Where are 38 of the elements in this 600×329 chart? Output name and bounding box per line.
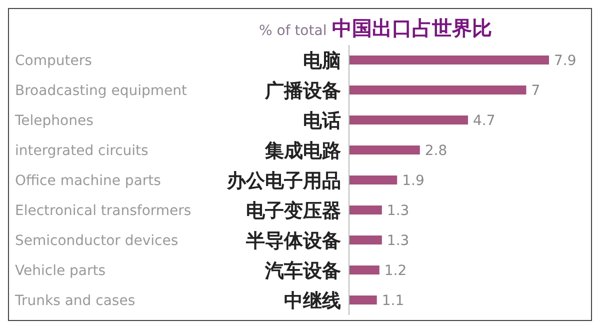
data-label: 1.3	[386, 202, 410, 219]
data-label: 2.8	[424, 142, 448, 159]
bar	[349, 236, 382, 244]
text: Office machine parts	[15, 173, 161, 189]
data-label: 7	[531, 82, 540, 99]
data-label: 1.9	[402, 172, 424, 189]
chart-subtitle: % of total	[259, 23, 327, 39]
bar	[349, 86, 526, 94]
data-label: 4.7	[472, 112, 496, 129]
data-label: 1.3	[386, 232, 410, 249]
y-tick-label: 中继线	[284, 290, 341, 312]
y-tick-label: 电子变压器	[246, 200, 341, 222]
text: Telephones	[14, 113, 94, 129]
y-tick-label: 广播设备	[264, 80, 341, 102]
data-label: 1.1	[382, 292, 404, 309]
bar	[349, 116, 468, 124]
data-label: 1.2	[384, 262, 407, 279]
text: Vehicle parts	[15, 263, 106, 279]
y-tick-label: 汽车设备	[264, 260, 341, 282]
text: Electronical transformers	[15, 203, 192, 219]
text: Broadcasting equipment	[15, 83, 188, 99]
text: Trunks and cases	[14, 293, 136, 309]
y-tick-label: 办公电子用品	[226, 170, 341, 192]
bar	[349, 176, 398, 184]
data-label: 7.9	[554, 52, 576, 69]
y-tick-label: 集成电路	[264, 140, 341, 162]
bar	[349, 296, 377, 304]
y-tick-label: 电脑	[303, 50, 341, 72]
bar	[349, 206, 382, 214]
bar	[349, 266, 380, 274]
text: Semiconductor devices	[15, 233, 178, 249]
text: Computers	[15, 53, 92, 69]
y-tick-label: 半导体设备	[245, 230, 341, 252]
text: intergrated circuits	[15, 143, 148, 159]
y-tick-label: 电话	[303, 110, 341, 132]
bar	[349, 56, 549, 64]
chart-title: 中国出口占世界比	[332, 16, 492, 40]
bar	[349, 146, 420, 154]
